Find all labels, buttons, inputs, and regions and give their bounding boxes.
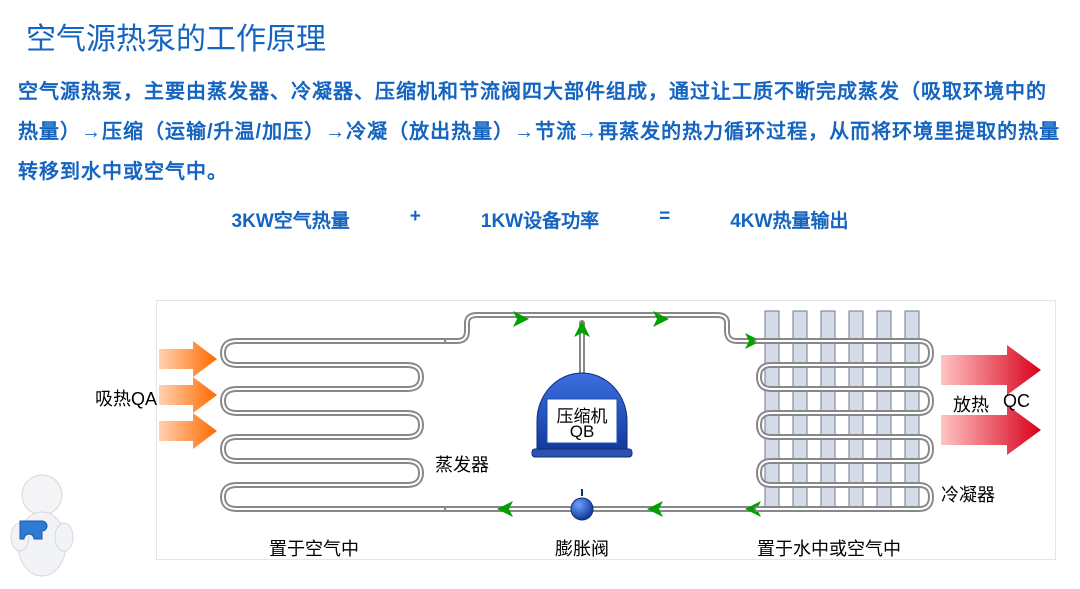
label-release-2: QC [1003, 391, 1030, 412]
condenser-unit [757, 311, 931, 509]
eq-term-3: 4KW热量输出 [730, 206, 848, 233]
eq-term-1: 3KW空气热量 [232, 206, 350, 233]
label-compressor-2: QB [555, 422, 609, 442]
eq-plus: + [410, 206, 421, 233]
flow-arrows [497, 311, 761, 517]
energy-equation: 3KW空气热量 + 1KW设备功率 = 4KW热量输出 [0, 192, 1080, 233]
label-cond-place: 置于水中或空气中 [757, 535, 901, 561]
label-condenser: 冷凝器 [941, 481, 995, 507]
decorative-figure-icon [0, 449, 90, 589]
evaporator-coil [223, 341, 447, 509]
description-text: 空气源热泵，主要由蒸发器、冷凝器、压缩机和节流阀四大部件组成，通过让工质不断完成… [0, 58, 1080, 192]
top-pipe [447, 315, 757, 379]
heatpump-diagram: 吸热QA 蒸发器 置于空气中 压缩机 QB 膨胀阀 冷凝器 置于水中或空气中 放… [156, 300, 1056, 560]
label-absorb: 吸热QA [95, 385, 157, 411]
label-valve: 膨胀阀 [555, 535, 609, 561]
eq-equals: = [659, 206, 670, 233]
label-evap-place: 置于空气中 [269, 535, 359, 561]
heat-in-arrows [159, 341, 217, 449]
label-evaporator: 蒸发器 [435, 451, 489, 477]
label-release-1: 放热 [953, 391, 989, 417]
page-title: 空气源热泵的工作原理 [0, 0, 1080, 58]
expansion-valve-icon [571, 489, 593, 520]
eq-term-2: 1KW设备功率 [481, 206, 599, 233]
